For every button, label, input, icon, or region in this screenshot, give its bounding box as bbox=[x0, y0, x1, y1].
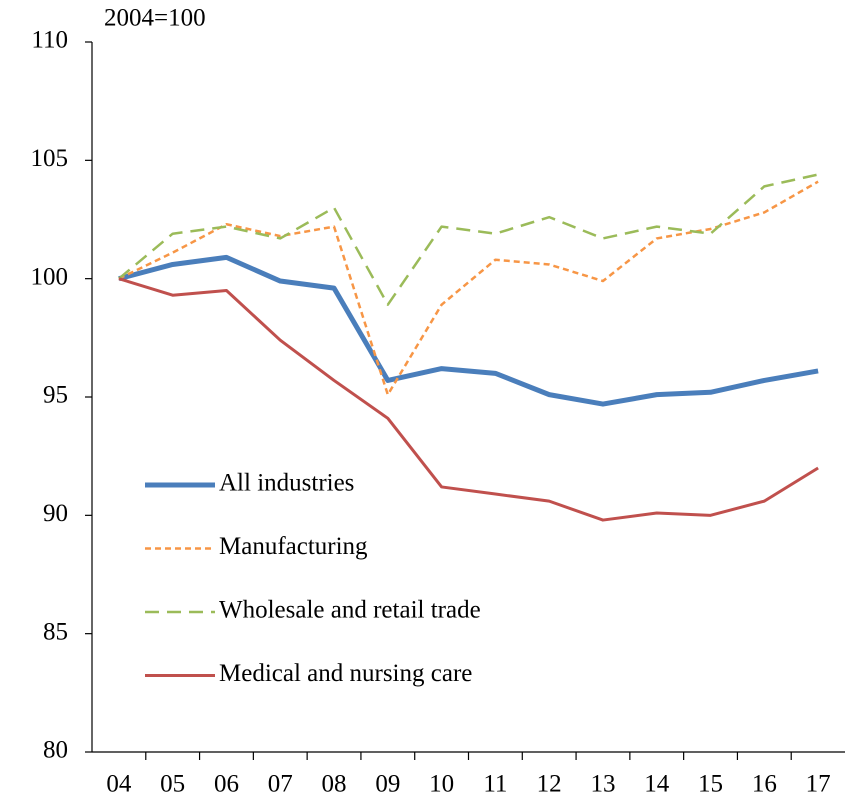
x-tick-label: 13 bbox=[590, 771, 615, 798]
series-line bbox=[118, 254, 819, 407]
y-axis-label: 2004=100 bbox=[104, 5, 206, 32]
x-tick-label: 04 bbox=[106, 771, 132, 798]
y-tick-label: 90 bbox=[43, 500, 68, 527]
y-tick-label: 110 bbox=[31, 27, 68, 54]
x-tick-label: 09 bbox=[375, 771, 400, 798]
legend-label: Medical and nursing care bbox=[219, 660, 472, 687]
x-tick-label: 05 bbox=[160, 771, 185, 798]
y-tick-label: 100 bbox=[31, 263, 69, 290]
x-tick-label: 06 bbox=[214, 771, 239, 798]
y-tick-label: 85 bbox=[43, 618, 68, 645]
x-tick-label: 16 bbox=[752, 771, 777, 798]
x-tick-label: 11 bbox=[483, 771, 507, 798]
series-line bbox=[118, 173, 819, 306]
legend-label: Wholesale and retail trade bbox=[219, 597, 481, 624]
series-line bbox=[118, 277, 819, 522]
legend-label: Manufacturing bbox=[219, 533, 368, 560]
series-line bbox=[118, 180, 819, 396]
legend-label: All industries bbox=[219, 470, 354, 497]
y-tick-label: 80 bbox=[43, 737, 68, 764]
y-tick-label: 105 bbox=[31, 145, 69, 172]
x-tick-label: 08 bbox=[322, 771, 347, 798]
x-tick-label: 12 bbox=[537, 771, 562, 798]
x-tick-label: 17 bbox=[806, 771, 831, 798]
x-tick-label: 14 bbox=[644, 771, 670, 798]
x-tick-label: 07 bbox=[268, 771, 293, 798]
x-tick-label: 10 bbox=[429, 771, 454, 798]
y-tick-label: 95 bbox=[43, 382, 68, 409]
x-tick-label: 15 bbox=[698, 771, 723, 798]
